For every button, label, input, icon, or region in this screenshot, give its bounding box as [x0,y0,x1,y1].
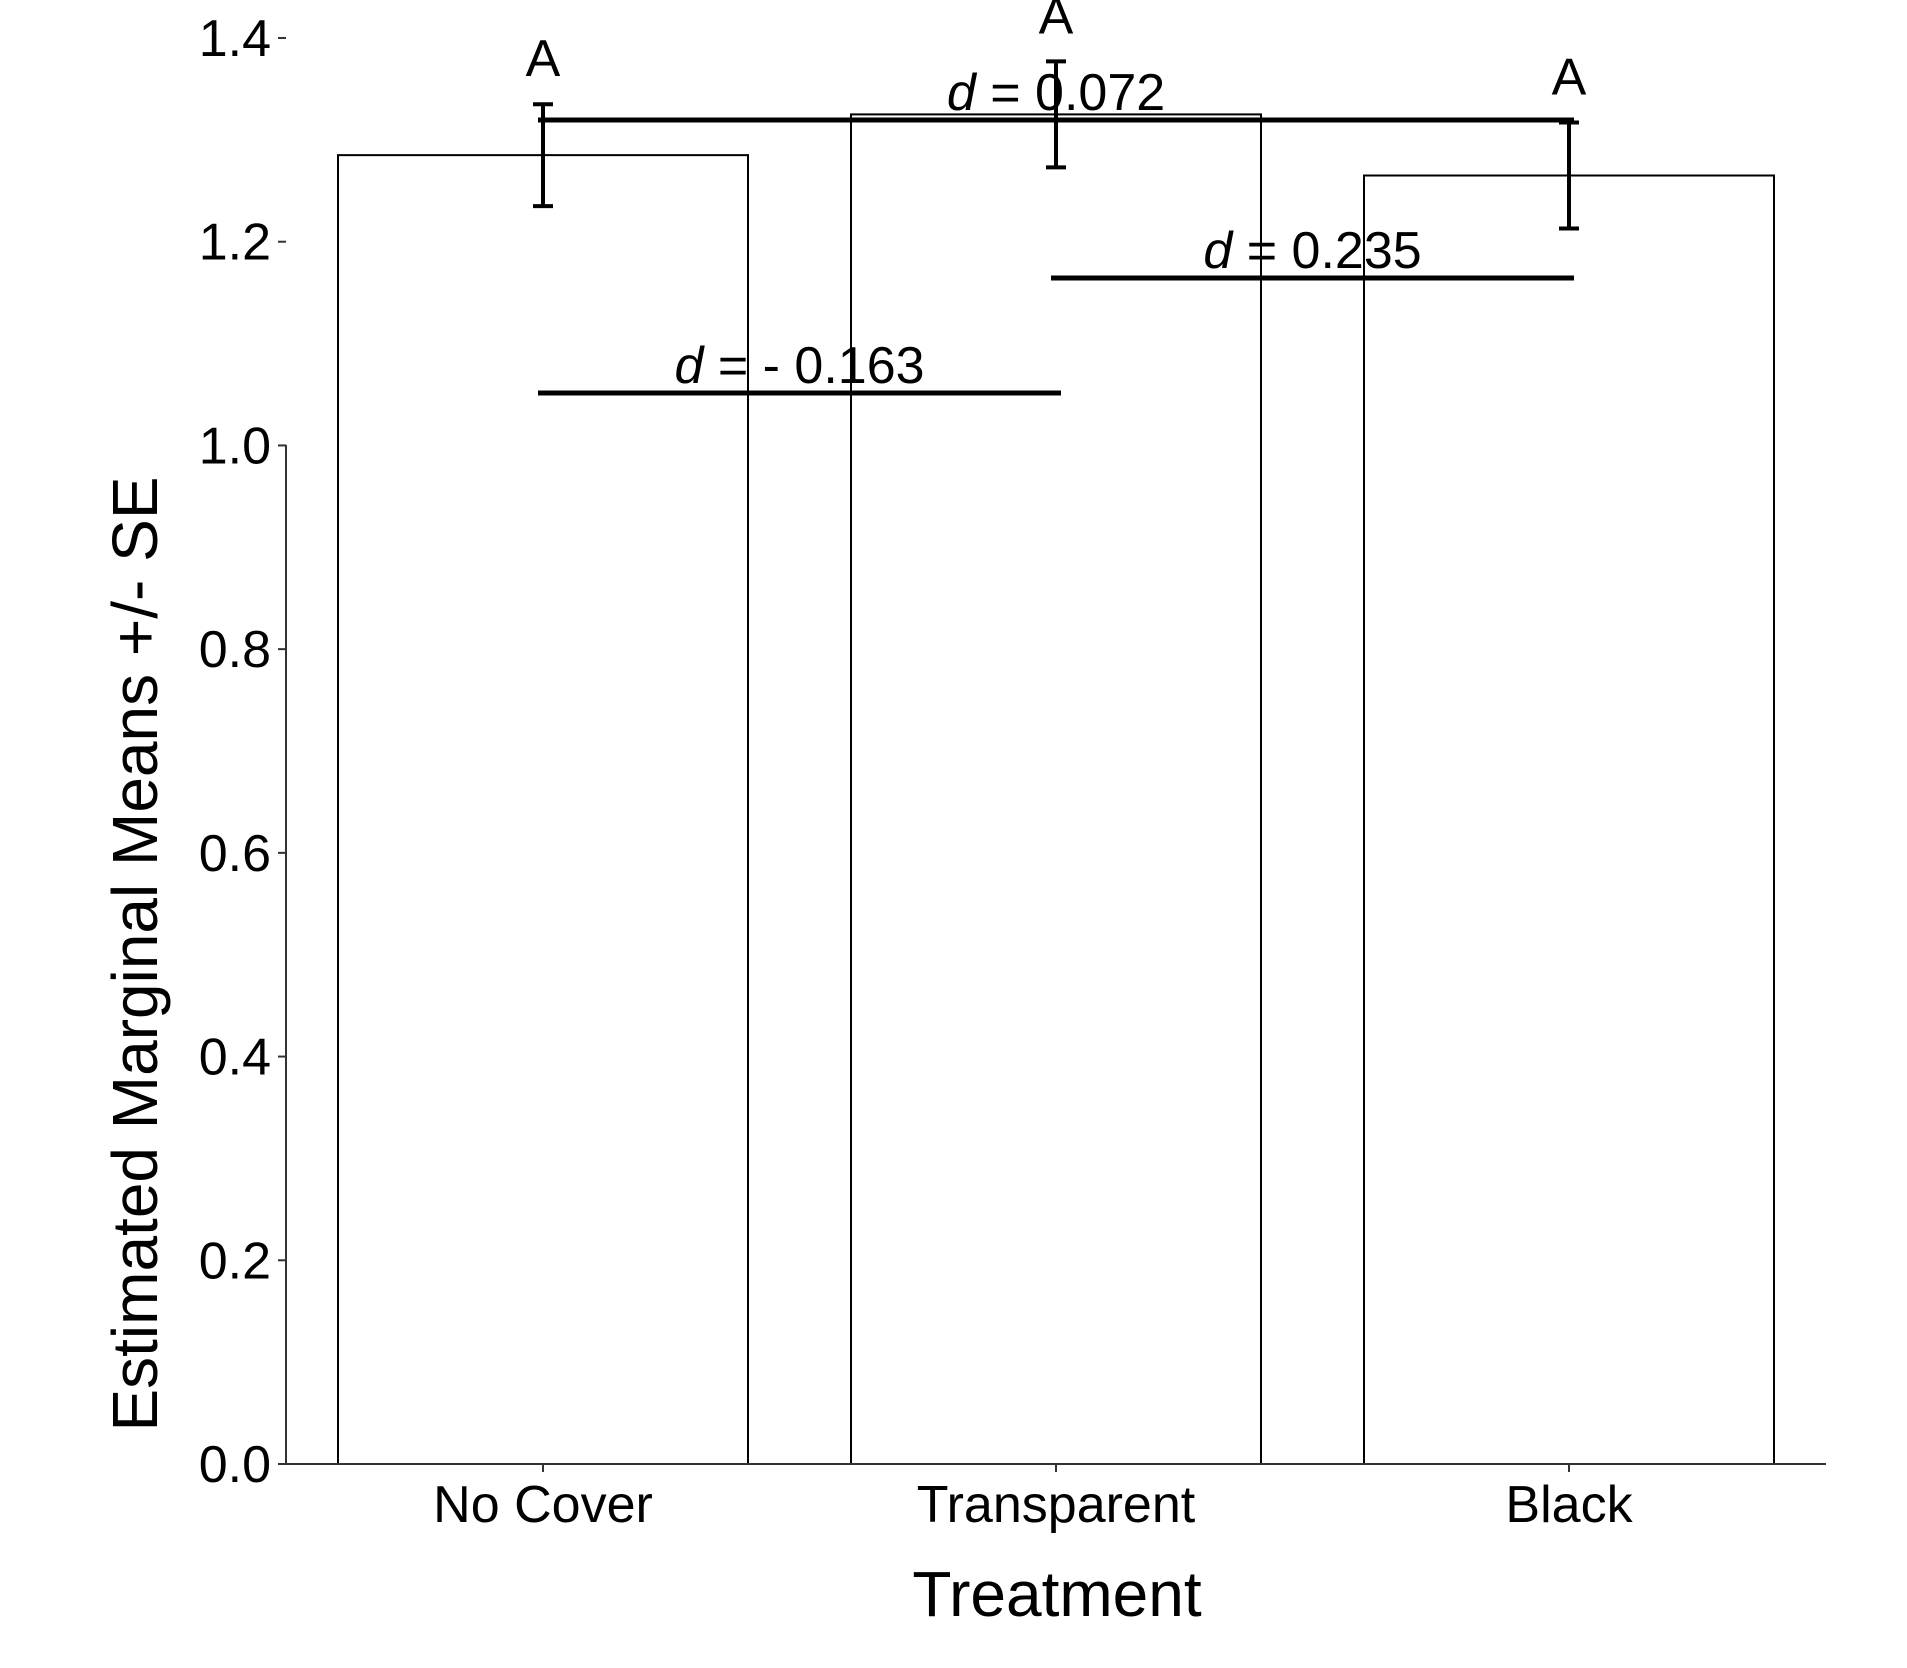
effect-size-label: d = 0.235 [1203,222,1421,280]
bar-black [1363,174,1775,1466]
y-tick-label: 1.4 [199,10,271,68]
x-tick-label: No Cover [433,1476,653,1534]
error-bar [1559,120,1579,231]
bar-transparent [850,113,1262,1465]
bar-no-cover [337,154,749,1465]
y-tick-label: 1.2 [199,214,271,272]
y-tick-label: 0.4 [199,1029,271,1087]
effect-size-symbol: d [1203,222,1234,280]
y-tick-labels: 0.0 0.2 0.4 0.6 0.8 1.0 1.2 1.4 [199,10,286,1494]
y-tick-label: 0.2 [199,1232,271,1290]
x-tick-label: Transparent [917,1476,1196,1534]
effect-size-value: = - 0.163 [703,337,924,395]
effect-size-symbol: d [674,337,705,395]
comparison-bracket: d = 0.235 [1051,222,1574,281]
y-tick-label: 0.6 [199,825,271,883]
y-tick-label: 1.0 [199,417,271,475]
bars-layer [337,113,1775,1466]
y-tick-label: 0.8 [199,621,271,679]
y-tick-label: 0.0 [199,1436,271,1494]
x-axis-label: Treatment [912,1558,1202,1630]
group-letter: A [526,30,561,88]
effect-size-label: d = 0.072 [947,64,1165,122]
y-axis-label: Estimated Marginal Means +/- SE [99,476,171,1431]
group-letters-layer: A A A [526,0,1587,107]
effect-size-symbol: d [947,64,978,122]
effect-size-label: d = - 0.163 [674,337,924,395]
comparison-bracket: d = - 0.163 [538,337,1061,396]
x-tick-labels: No Cover Transparent Black [433,1464,1634,1534]
effect-size-value: = 0.235 [1232,222,1421,280]
effect-size-value: = 0.072 [976,64,1165,122]
x-tick-label: Black [1505,1476,1633,1534]
group-letter: A [1039,0,1074,45]
group-letter: A [1552,49,1587,107]
comparison-bracket: d = 0.072 [538,64,1574,123]
error-bar [1046,59,1066,170]
